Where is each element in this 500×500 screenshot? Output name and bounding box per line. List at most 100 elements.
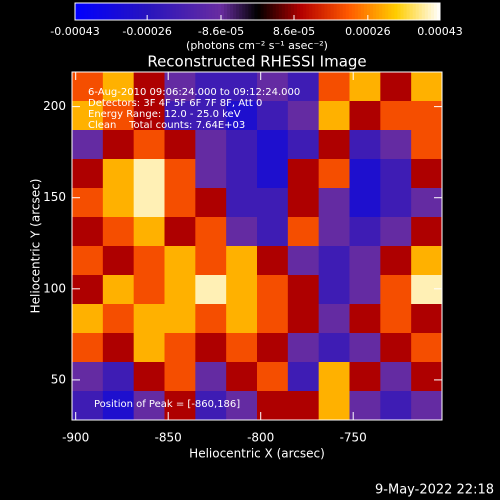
colorbar-segment [114,3,119,20]
heatmap-cell [164,304,196,334]
heatmap-cell [226,130,258,160]
colorbar-segment [333,3,338,20]
colorbar-segment [75,3,79,20]
heatmap-cell [380,130,412,160]
heatmap-cell [318,275,350,305]
heatmap-cell [411,130,443,160]
colorbar-segment [160,3,164,20]
colorbar-segment [224,3,228,20]
colorbar-segment [315,3,319,20]
heatmap-cell [195,130,227,160]
colorbar-tick-label: 0.00026 [345,25,391,38]
heatmap-cell [226,391,258,421]
colorbar-segment [135,3,140,20]
heatmap-cell [349,101,381,131]
heatmap-cell [318,101,350,131]
colorbar-segment [105,3,109,20]
heatmap-cell [318,130,350,160]
heatmap-cell [287,362,320,392]
heatmap-cell [195,188,227,218]
heatmap-cell [133,333,165,363]
colorbar-segment [385,3,389,20]
heatmap-cell [195,362,227,392]
colorbar-segment [400,3,404,20]
colorbar-segment [208,3,213,20]
heatmap-cell [257,130,289,160]
heatmap-cell [72,304,104,334]
heatmap-cell [226,101,258,131]
heatmap-cell [257,275,289,305]
colorbar-segment [397,3,401,20]
heatmap-cell [349,159,381,189]
heatmap-cell [380,333,412,363]
chart-title: Reconstructed RHESSI Image [147,53,366,71]
heatmap-cell [257,246,289,276]
heatmap-cell [102,188,135,218]
heatmap-cell [102,246,135,276]
heatmap-cell [164,130,196,160]
heatmap-cell [133,72,165,102]
colorbar-segment [123,3,128,20]
heatmap [72,72,443,421]
colorbar-segment [269,3,274,20]
colorbar-segment [217,3,222,20]
colorbar-segment [99,3,103,20]
colorbar-segment [126,3,131,20]
heatmap-cell [287,101,320,131]
colorbar-tick-label: -0.00026 [122,25,171,38]
colorbar-tick-label: 0.00043 [417,25,463,38]
colorbar-segment [102,3,106,20]
heatmap-cell [226,275,258,305]
heatmap-cell [349,362,381,392]
heatmap-cell [411,362,443,392]
heatmap-cell [72,188,104,218]
colorbar-segment [318,3,322,20]
heatmap-cell [380,159,412,189]
colorbar-segment [345,3,350,20]
colorbar-segment [129,3,134,20]
timestamp: 9-May-2022 22:18 [375,483,494,498]
colorbar-segment [412,3,417,20]
y-tick-label: 100 [43,281,66,295]
annotation: Energy Range: 12.0 - 25.0 keV [88,109,241,120]
colorbar-segment [403,3,408,20]
colorbar-segment [363,3,368,20]
colorbar-segment [373,3,377,20]
heatmap-cell [257,188,289,218]
colorbar-segment [93,3,97,20]
heatmap-cell [287,333,320,363]
heatmap-cell [102,101,135,131]
heatmap-cell [318,304,350,334]
heatmap-cell [257,101,289,131]
colorbar-segment [406,3,411,20]
heatmap-cell [287,159,320,189]
heatmap-cell [226,188,258,218]
colorbar-segment [370,3,374,20]
colorbar-segment [175,3,179,20]
heatmap-cell [133,275,165,305]
colorbar-segment [108,3,112,20]
heatmap-cell [195,275,227,305]
heatmap-cell [349,304,381,334]
heatmap-cell [164,188,196,218]
colorbar-segment [166,3,170,20]
heatmap-cell [318,188,350,218]
y-tick-label: 200 [43,99,66,113]
colorbar-segment [436,3,441,20]
heatmap-cell [349,188,381,218]
colorbar-segment [260,3,265,20]
heatmap-cell [226,304,258,334]
colorbar-segment [196,3,201,20]
heatmap-cell [164,362,196,392]
colorbar-segment [391,3,395,20]
heatmap-cell [72,130,104,160]
x-axis-label: Heliocentric X (arcsec) [189,447,325,461]
heatmap-cell [318,246,350,276]
heatmap-cell [411,72,443,102]
colorbar-segment [354,3,359,20]
colorbar-tick-label: -8.6e-05 [198,25,244,38]
heatmap-cell [287,217,320,247]
colorbar-segment [245,3,249,20]
heatmap-cell [164,159,196,189]
